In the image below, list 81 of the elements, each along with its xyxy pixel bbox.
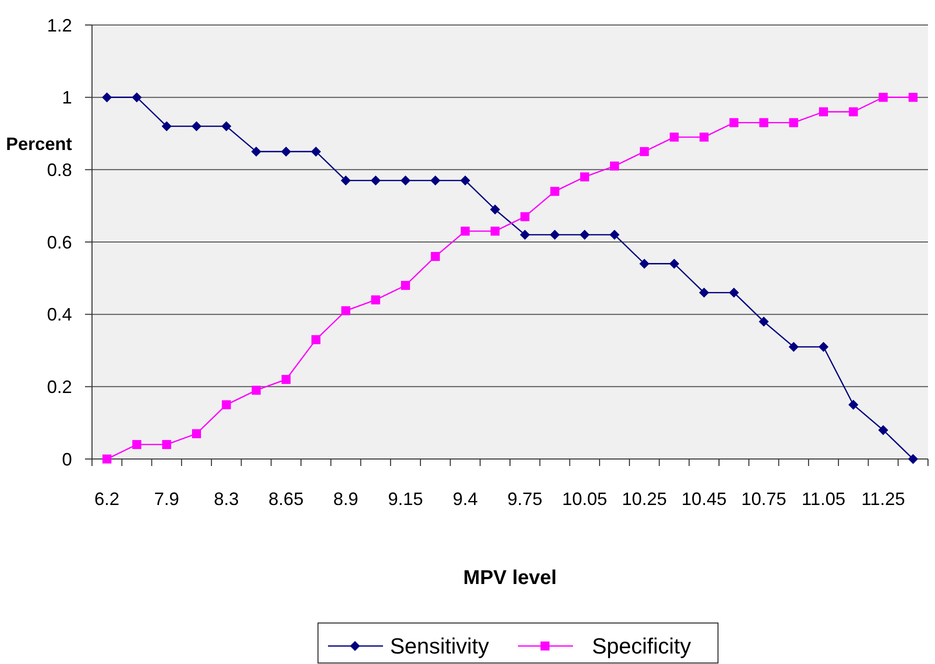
point <box>878 425 888 436</box>
point <box>371 295 380 304</box>
x-tick-label: 7.9 <box>154 489 180 509</box>
point <box>520 230 530 240</box>
x-tick-label: 8.9 <box>333 489 358 509</box>
point <box>848 400 858 410</box>
point <box>669 258 680 269</box>
point <box>640 147 649 156</box>
y-tick-label: 1 <box>62 88 72 108</box>
point <box>490 204 500 214</box>
point <box>310 146 321 157</box>
point <box>699 288 710 298</box>
point <box>460 176 470 186</box>
point <box>192 121 202 132</box>
point <box>908 454 918 464</box>
point <box>580 172 590 182</box>
y-tick-label: 0.4 <box>46 304 72 325</box>
x-tick-label: 11.05 <box>802 489 846 509</box>
point <box>162 440 172 450</box>
point <box>848 107 858 116</box>
point <box>221 121 232 132</box>
point <box>550 186 560 196</box>
x-tick-label: 9.75 <box>507 489 542 509</box>
x-tick-label: 10.05 <box>562 489 608 509</box>
point <box>700 132 709 142</box>
point <box>728 288 739 298</box>
point <box>162 121 172 132</box>
x-tick-label: 9.15 <box>388 489 424 509</box>
x-tick-label: 9.4 <box>452 489 478 509</box>
point <box>430 176 440 186</box>
point <box>729 118 738 128</box>
legend-label: Specificity <box>592 634 692 659</box>
point <box>490 226 500 236</box>
point <box>430 252 440 261</box>
x-tick-label: 10.25 <box>622 489 667 509</box>
point <box>908 92 918 102</box>
point <box>670 132 679 142</box>
point <box>550 230 560 240</box>
point <box>340 176 351 186</box>
point <box>401 280 410 290</box>
point <box>370 176 381 186</box>
y-tick-label: 0 <box>62 449 72 470</box>
point <box>759 118 768 128</box>
x-tick-label: 11.25 <box>861 489 906 509</box>
point <box>102 92 112 102</box>
point <box>282 374 291 384</box>
point <box>102 454 112 464</box>
x-tick-label: 8.65 <box>268 489 304 509</box>
point <box>819 107 828 116</box>
legend-label: Sensitivity <box>390 634 490 659</box>
y-tick-label: 0.8 <box>46 160 72 180</box>
point <box>818 342 828 352</box>
point <box>311 335 320 344</box>
y-tick-label: 1.2 <box>46 15 72 36</box>
point <box>639 258 650 269</box>
x-tick-label: 10.45 <box>682 489 727 509</box>
point <box>789 118 798 128</box>
point <box>251 146 262 157</box>
point <box>252 386 261 395</box>
point <box>580 230 590 240</box>
point <box>758 316 769 327</box>
point <box>610 162 619 171</box>
point <box>520 212 530 222</box>
point <box>788 342 799 352</box>
point <box>460 226 470 236</box>
point <box>132 440 142 450</box>
point <box>281 146 292 157</box>
point <box>192 429 201 438</box>
x-tick-label: 8.3 <box>214 489 239 509</box>
point <box>400 176 410 186</box>
y-axis-title: Percent <box>6 134 72 154</box>
point <box>610 230 620 240</box>
point <box>222 400 231 410</box>
y-tick-label: 0.2 <box>46 376 72 397</box>
point <box>132 92 142 102</box>
x-tick-label: 6.2 <box>94 489 120 509</box>
x-tick-label: 10.75 <box>741 489 786 509</box>
point <box>878 92 888 102</box>
y-tick-label: 0.6 <box>46 232 72 252</box>
x-axis-title: MPV level <box>463 567 557 589</box>
point <box>341 306 350 316</box>
